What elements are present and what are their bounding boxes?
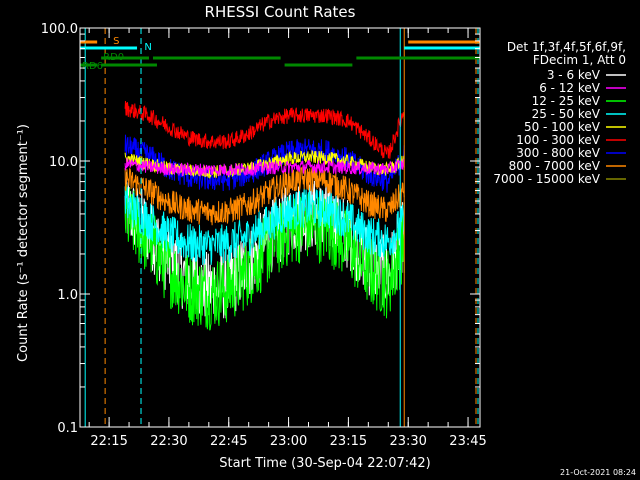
legend-header-line-2: FDecim 1, Att 0 bbox=[533, 53, 626, 67]
series-line-25-50-kev bbox=[124, 186, 405, 266]
x-tick-label: 23:30 bbox=[389, 434, 426, 449]
axis-ticks: 0.1 1.0 10.0 100.0 22:15 22:30 22:45 23:00 23:15… bbox=[41, 22, 487, 449]
legend-label: 25 - 50 keV bbox=[532, 107, 601, 121]
series-line-800-7000-kev bbox=[124, 166, 405, 226]
legend: Det 1f,3f,4f,5f,6f,9f, FDecim 1, Att 0 3… bbox=[493, 40, 626, 186]
timestamp: 21-Oct-2021 08:24 bbox=[560, 468, 636, 477]
x-tick-label: 22:45 bbox=[210, 434, 247, 449]
legend-label: 7000 - 15000 keV bbox=[493, 172, 600, 186]
series-line-100-300-kev bbox=[124, 100, 405, 159]
legend-label: 300 - 800 keV bbox=[516, 146, 600, 160]
x-tick-label: 22:15 bbox=[90, 434, 127, 449]
legend-label: 6 - 12 keV bbox=[539, 81, 601, 95]
y-tick-label: 10.0 bbox=[49, 155, 78, 170]
y-axis-label: Count Rate (s⁻¹ detector segment⁻¹) bbox=[16, 124, 31, 362]
legend-label: 100 - 300 keV bbox=[516, 133, 600, 147]
y-tick-label: 100.0 bbox=[41, 22, 78, 37]
y-tick-label: 1.0 bbox=[57, 288, 78, 303]
x-tick-label: 23:00 bbox=[270, 434, 307, 449]
legend-header-line-1: Det 1f,3f,4f,5f,6f,9f, bbox=[507, 40, 626, 54]
y-tick-label: 0.1 bbox=[57, 421, 78, 436]
x-tick-label: 23:15 bbox=[330, 434, 367, 449]
plot-frame bbox=[79, 27, 481, 428]
flag-rd6-label: RD6 bbox=[82, 61, 103, 72]
flag-rd0-label: RD0 bbox=[103, 52, 124, 63]
legend-label: 12 - 25 keV bbox=[532, 94, 601, 108]
chart-title: RHESSI Count Rates bbox=[205, 3, 356, 21]
flag-n-label: N bbox=[144, 42, 151, 53]
legend-label: 3 - 6 keV bbox=[547, 68, 601, 82]
x-axis-label: Start Time (30-Sep-04 22:07:42) bbox=[219, 456, 430, 471]
x-tick-label: 23:45 bbox=[449, 434, 486, 449]
flag-s-label: S bbox=[113, 36, 119, 47]
series-line-6-12-kev bbox=[124, 157, 405, 178]
x-tick-label: 22:30 bbox=[150, 434, 187, 449]
legend-label: 50 - 100 keV bbox=[524, 120, 601, 134]
legend-label: 800 - 7000 keV bbox=[509, 159, 601, 173]
